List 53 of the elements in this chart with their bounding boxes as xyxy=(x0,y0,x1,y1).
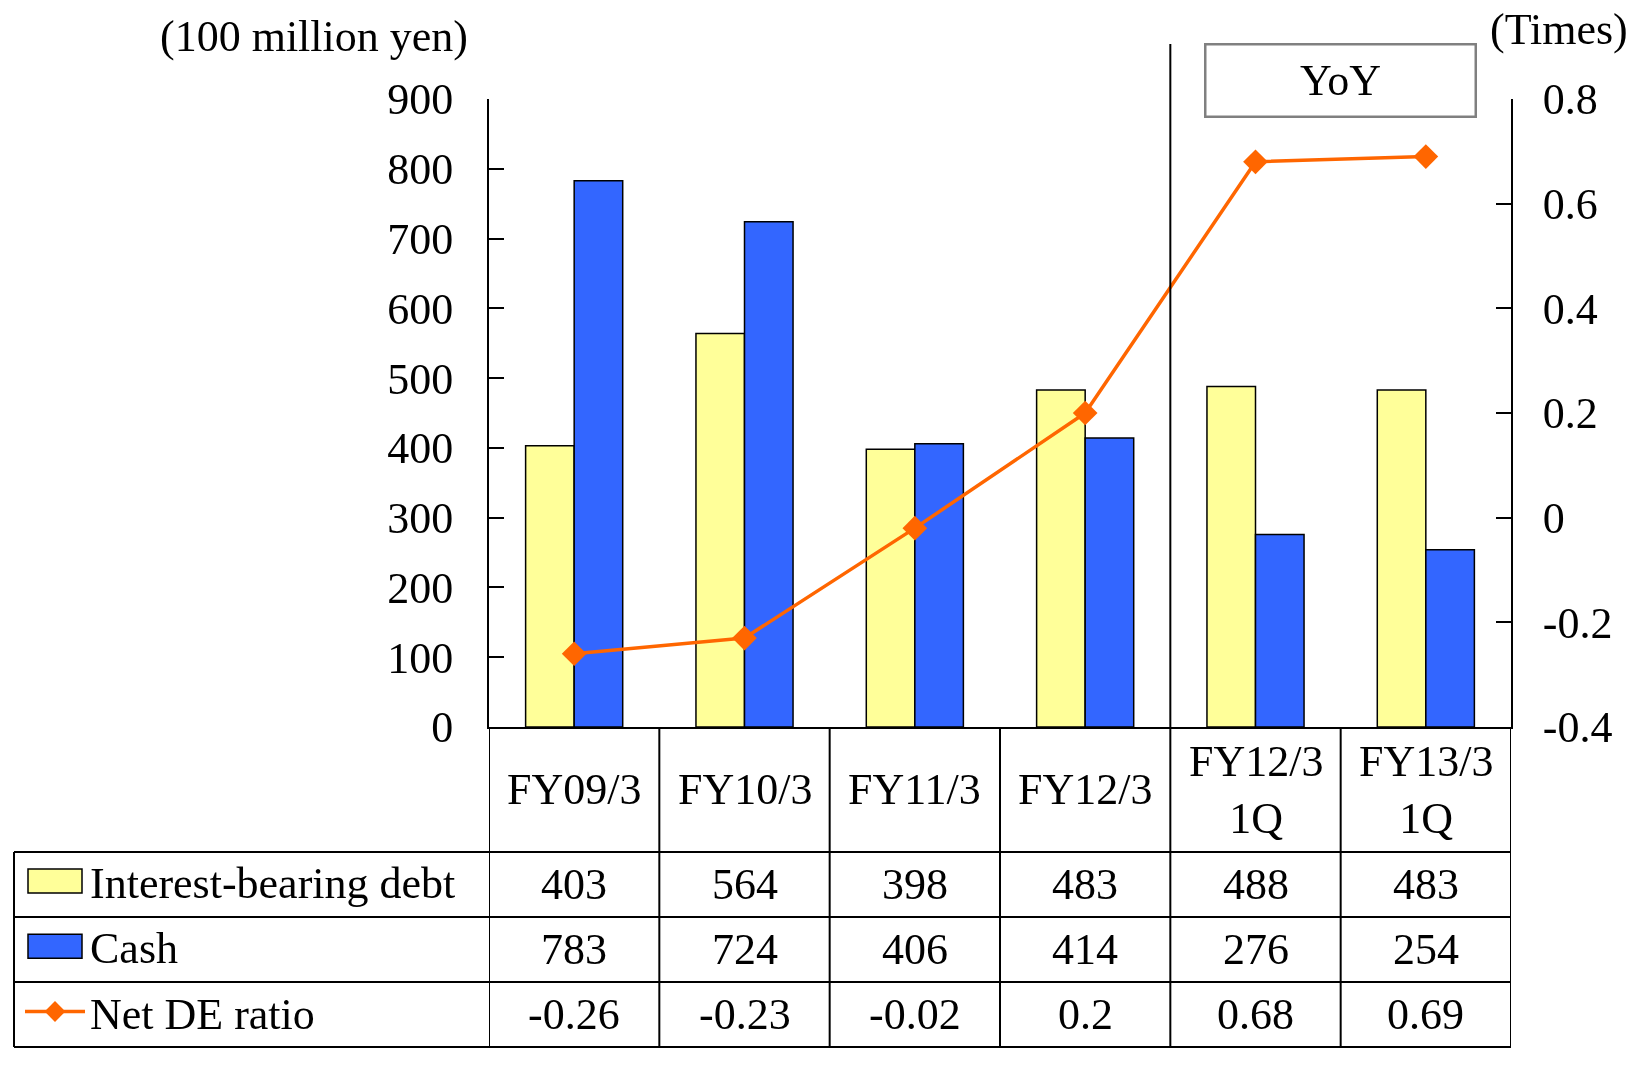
annotation: YoY xyxy=(1299,56,1382,105)
data-label: 254 xyxy=(1393,925,1459,974)
point xyxy=(1072,400,1098,426)
data-label: 483 xyxy=(1052,860,1118,909)
data-label: 0.68 xyxy=(1217,990,1294,1039)
y2-tick-label: -0.4 xyxy=(1542,703,1613,753)
y-tick-label: 400 xyxy=(387,424,454,474)
y-tick-label: 300 xyxy=(387,494,454,544)
data-label: -0.02 xyxy=(869,990,961,1039)
y2-tick-label: 0.6 xyxy=(1542,180,1598,230)
x-tick-label: FY10/3 xyxy=(678,765,813,814)
data-label: 0.2 xyxy=(1058,990,1113,1039)
data-label: 0.69 xyxy=(1387,990,1464,1039)
data-label: 406 xyxy=(882,925,948,974)
y-tick-label: 700 xyxy=(387,214,454,264)
data-label: 414 xyxy=(1052,925,1118,974)
legend-label: Interest-bearing debt xyxy=(90,859,456,909)
x-tick-label: FY12/3 1Q xyxy=(1189,737,1324,844)
x-tick-label: FY13/3 1Q xyxy=(1359,737,1494,844)
y-tick-label: 500 xyxy=(387,354,454,404)
y2-axis-title: (Times) xyxy=(1490,5,1628,54)
y-tick-label: 200 xyxy=(387,563,454,613)
y-tick-label: 100 xyxy=(387,633,454,683)
y-tick-label: 600 xyxy=(387,284,454,334)
data-label: -0.26 xyxy=(528,990,620,1039)
x-tick-label: FY12/3 xyxy=(1018,765,1153,814)
point xyxy=(902,515,928,541)
legend-label: Cash xyxy=(90,924,178,974)
data-label: 724 xyxy=(712,925,778,974)
y2-tick-label: 0.4 xyxy=(1542,284,1598,334)
point xyxy=(1243,149,1268,175)
point xyxy=(1413,144,1439,169)
y2-tick-label: 0.2 xyxy=(1542,389,1598,439)
y-tick-label: 900 xyxy=(387,75,454,125)
y2-tick-label: 0.8 xyxy=(1542,75,1598,125)
data-label: 488 xyxy=(1223,860,1289,909)
data-label: 276 xyxy=(1223,925,1289,974)
legend-label: Net DE ratio xyxy=(90,989,315,1039)
data-label: 403 xyxy=(541,860,607,909)
y2-tick-label: -0.2 xyxy=(1542,598,1613,648)
x-tick-label: FY09/3 xyxy=(507,765,642,814)
data-label: 483 xyxy=(1393,860,1459,909)
y-axis-title: (100 million yen) xyxy=(160,12,468,61)
data-label: 564 xyxy=(712,860,778,909)
y-tick-label: 0 xyxy=(431,703,454,753)
data-label: -0.23 xyxy=(699,990,791,1039)
point xyxy=(561,641,587,667)
data-label: 398 xyxy=(882,860,948,909)
y-tick-label: 800 xyxy=(387,145,454,195)
data-label: 783 xyxy=(541,925,607,974)
x-tick-label: FY11/3 xyxy=(848,765,981,814)
point xyxy=(732,625,757,651)
y2-tick-label: 0 xyxy=(1542,494,1565,544)
